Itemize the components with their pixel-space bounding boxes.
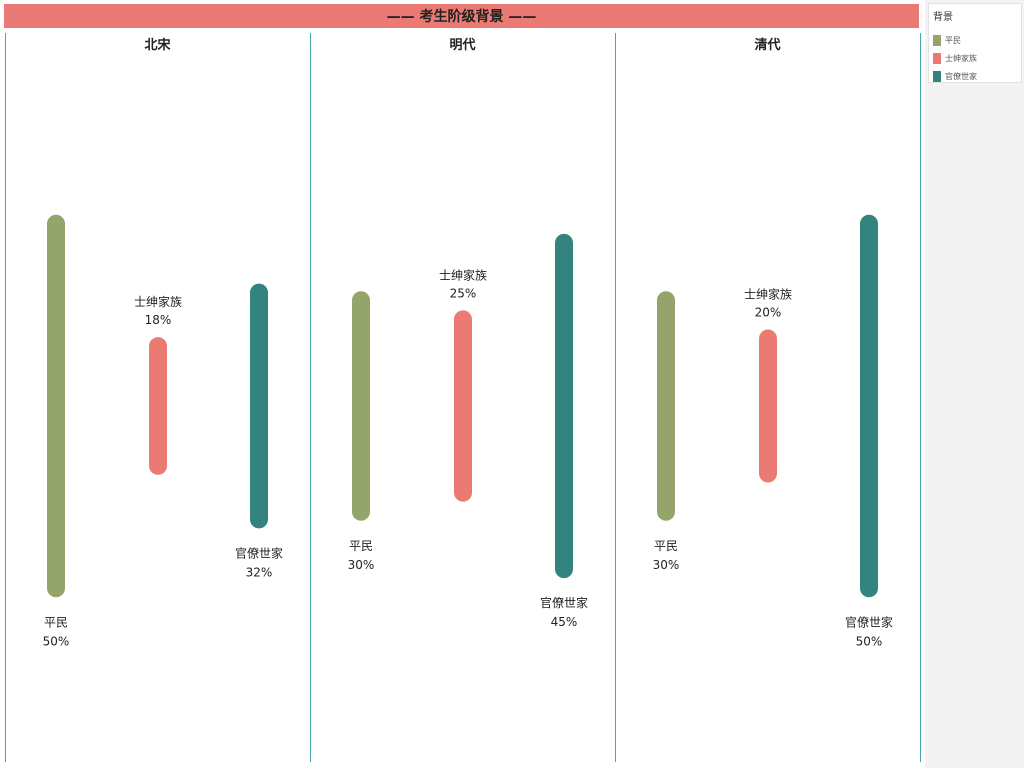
panel-title: 北宋	[144, 37, 171, 53]
legend-panel: 背景 平民 士绅家族 官僚世家	[925, 0, 1024, 768]
panel-title: 明代	[449, 37, 475, 53]
bar-value-label: 50%	[856, 634, 883, 648]
bar	[47, 214, 65, 598]
bar-category-label: 平民	[44, 615, 68, 629]
bar	[149, 337, 167, 475]
legend-label: 士绅家族	[945, 53, 977, 63]
bar	[860, 214, 878, 598]
bar-value-label: 20%	[755, 306, 782, 320]
chart-title: —— 考生阶级背景 ——	[387, 6, 537, 26]
chart-title-bar: —— 考生阶级背景 ——	[4, 4, 919, 28]
bar-category-label: 士绅家族	[439, 267, 487, 282]
legend-swatch	[933, 70, 941, 82]
legend-item-pingmin[interactable]: 平民	[933, 34, 961, 46]
bar-category-label: 平民	[654, 539, 678, 553]
legend-title: 背景	[933, 12, 953, 23]
bar-category-label: 官僚世家	[845, 614, 893, 629]
legend-swatch	[933, 34, 941, 46]
bar-value-label: 30%	[653, 558, 680, 572]
legend: 背景 平民 士绅家族 官僚世家	[928, 3, 1022, 83]
title-prefix: ——	[386, 9, 415, 25]
bar	[352, 291, 370, 521]
bar	[759, 329, 777, 483]
legend-item-guanliao[interactable]: 官僚世家	[933, 70, 977, 82]
bar-value-label: 45%	[551, 615, 578, 629]
bar-category-label: 官僚世家	[235, 545, 283, 560]
legend-label: 平民	[945, 35, 961, 45]
legend-swatch	[933, 52, 941, 64]
bar-value-label: 18%	[145, 313, 172, 327]
bar	[454, 310, 472, 502]
bar-value-label: 32%	[246, 565, 273, 579]
bar-value-label: 50%	[43, 634, 70, 648]
panel-title: 清代	[754, 37, 780, 53]
bar-category-label: 平民	[349, 539, 373, 553]
title-suffix: ——	[508, 9, 537, 25]
bar	[657, 291, 675, 521]
bar	[250, 283, 268, 529]
bar-category-label: 士绅家族	[134, 294, 182, 309]
bar-category-label: 官僚世家	[540, 595, 588, 610]
title-text: 考生阶级背景	[419, 9, 504, 25]
legend-item-shishen[interactable]: 士绅家族	[933, 52, 977, 64]
legend-label: 官僚世家	[945, 71, 977, 81]
bar-value-label: 25%	[450, 286, 477, 300]
bar-value-label: 30%	[348, 558, 375, 572]
bar	[555, 233, 573, 579]
bar-category-label: 士绅家族	[744, 287, 792, 302]
